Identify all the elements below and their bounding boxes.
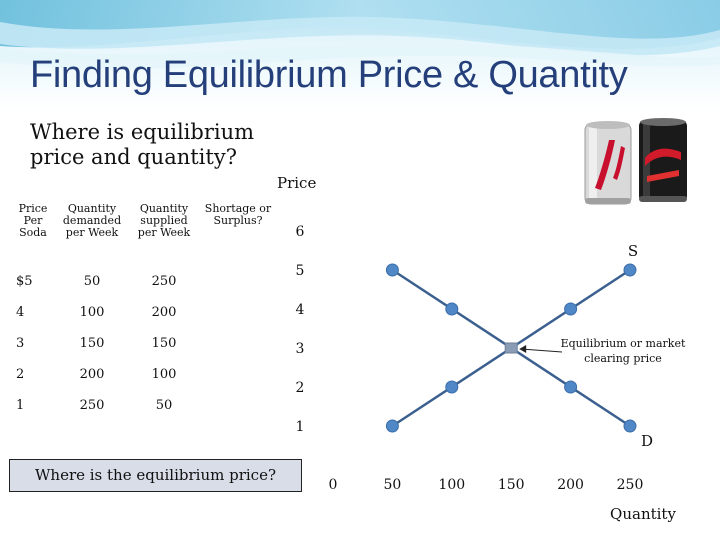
x-tick-label: 250: [617, 477, 644, 493]
cell-demanded: 250: [79, 398, 105, 413]
x-tick-label: 100: [438, 477, 465, 493]
demand-curve-label: D: [641, 432, 653, 450]
cell-demanded: 200: [79, 367, 105, 382]
supply-point: [623, 263, 637, 277]
cell-demanded: 50: [83, 274, 101, 289]
cell-demanded: 150: [79, 336, 105, 351]
cell-price: $5: [16, 274, 33, 289]
x-tick-label: 150: [498, 477, 525, 493]
y-tick-label: 5: [296, 263, 305, 279]
cell-supplied: 100: [151, 367, 177, 382]
coke-zero-can-icon: [639, 118, 687, 202]
demand-point: [385, 263, 399, 277]
annotation-arrow-line: [521, 348, 563, 353]
annotation-arrowhead: [519, 345, 527, 353]
table-row: 2 200 100: [10, 359, 276, 390]
y-tick-label: 1: [296, 419, 305, 435]
cell-price: 2: [16, 367, 25, 382]
x-tick-label: 200: [557, 477, 584, 493]
cell-price: 1: [16, 398, 25, 413]
x-axis-label: Quantity: [610, 505, 676, 523]
cell-supplied: 50: [155, 398, 173, 413]
y-tick-label: 2: [296, 380, 305, 396]
table-row: 1 250 50: [10, 390, 276, 421]
diet-coke-can-icon: [584, 121, 632, 205]
demand-point: [445, 302, 459, 316]
table-row: 3 150 150: [10, 328, 276, 359]
cell-supplied: 150: [151, 336, 177, 351]
supply-curve-label: S: [628, 242, 638, 260]
y-tick-label: 6: [296, 224, 305, 240]
cell-supplied: 200: [151, 305, 177, 320]
table-row: $5 50 250: [10, 266, 276, 297]
page-title: Finding Equilibrium Price & Quantity: [30, 54, 628, 96]
header-wave-banner: [0, 0, 720, 110]
x-tick-label: 0: [329, 477, 338, 493]
y-axis-label: Price: [277, 174, 316, 192]
soda-cans-image: [584, 118, 687, 205]
table-row: 4 100 200: [10, 297, 276, 328]
annotation-label-line2: clearing price: [584, 352, 662, 365]
schedule-table: Price Per Soda Quantity demanded per Wee…: [10, 197, 276, 421]
cell-price: 3: [16, 336, 25, 351]
y-tick-label: 4: [296, 302, 305, 318]
equilibrium-point-marker: [504, 342, 518, 354]
cell-demanded: 100: [79, 305, 105, 320]
y-tick-label: 3: [296, 341, 305, 357]
header-price: Price Per Soda: [18, 202, 48, 239]
equilibrium-question-box: Where is the equilibrium price?: [9, 459, 302, 492]
annotation-label-line1: Equilibrium or market: [561, 337, 686, 350]
supply-point: [385, 419, 399, 433]
table-header-row: Price Per Soda Quantity demanded per Wee…: [10, 197, 276, 266]
supply-point: [445, 380, 459, 394]
cell-supplied: 250: [151, 274, 177, 289]
demand-point: [623, 419, 637, 433]
header-shortage-surplus: Shortage or Surplus?: [204, 202, 272, 227]
demand-point: [564, 380, 578, 394]
x-tick-label: 50: [383, 477, 401, 493]
header-quantity-demanded: Quantity demanded per Week: [62, 202, 122, 239]
cell-price: 4: [16, 305, 25, 320]
question-text: Where is equilibrium price and quantity?: [30, 120, 255, 169]
supply-point: [564, 302, 578, 316]
header-quantity-supplied: Quantity supplied per Week: [137, 202, 191, 239]
